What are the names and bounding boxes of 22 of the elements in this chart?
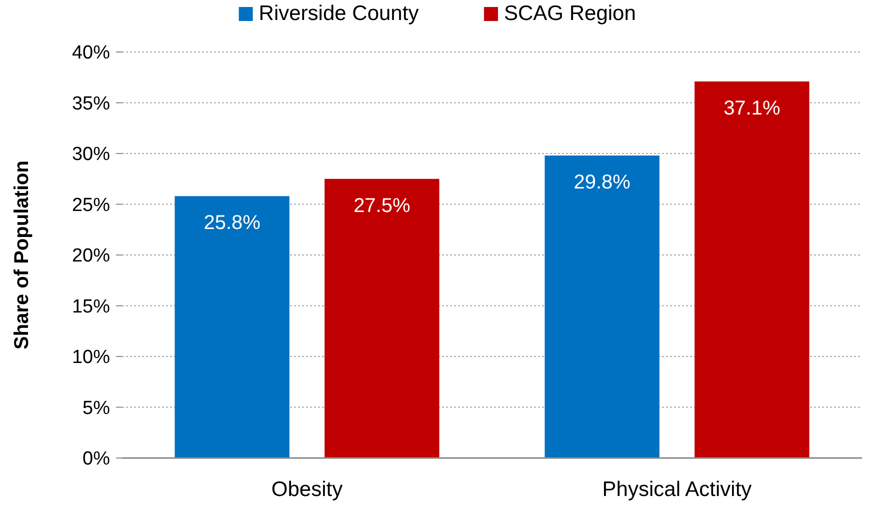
bar bbox=[174, 196, 290, 458]
y-tick-label: 10% bbox=[72, 347, 110, 368]
data-label: 37.1% bbox=[724, 97, 780, 120]
y-tick-label: 25% bbox=[72, 194, 110, 216]
bar bbox=[324, 178, 440, 458]
bar bbox=[544, 156, 660, 458]
y-tick-label: 15% bbox=[72, 296, 110, 318]
data-label: 29.8% bbox=[574, 172, 631, 194]
y-tick-label: 35% bbox=[72, 93, 110, 114]
y-axis-title: Share of Population bbox=[11, 160, 33, 350]
x-tick-label: Obesity bbox=[271, 478, 344, 501]
legend-label: SCAG Region bbox=[504, 2, 636, 25]
y-tick-label: 20% bbox=[72, 246, 110, 267]
x-tick-label: Physical Activity bbox=[602, 478, 752, 501]
data-label: 25.8% bbox=[204, 212, 261, 234]
y-tick-label: 30% bbox=[72, 144, 110, 166]
data-label: 27.5% bbox=[354, 194, 410, 217]
legend-label: Riverside County bbox=[258, 2, 420, 25]
y-tick-label: 40% bbox=[72, 42, 110, 64]
y-tick-label: 0% bbox=[82, 448, 110, 470]
bar bbox=[694, 81, 810, 458]
y-tick-label: 5% bbox=[82, 398, 110, 419]
